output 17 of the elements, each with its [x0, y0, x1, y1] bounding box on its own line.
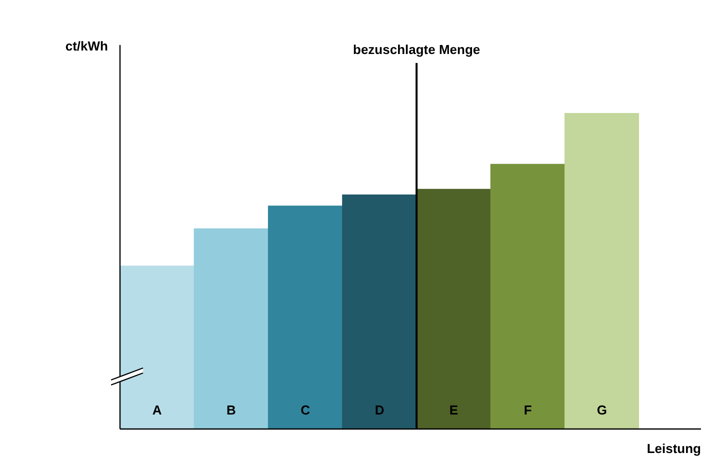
bar	[564, 113, 639, 429]
bar	[194, 228, 269, 429]
bar	[490, 164, 566, 429]
x-tick-label: F	[524, 402, 532, 418]
x-tick-label: E	[449, 402, 458, 418]
text: bezuschlagte Menge	[353, 42, 480, 58]
x-tick-label: D	[374, 402, 384, 418]
x-tick-label: B	[226, 402, 236, 418]
bar	[120, 266, 194, 429]
bar	[268, 206, 343, 429]
x-tick-label: C	[300, 402, 311, 418]
y-axis-title: ct/kWh	[65, 38, 108, 54]
x-axis-title: Leistung	[646, 441, 702, 456]
bar	[342, 194, 417, 429]
x-tick-label: G	[596, 402, 607, 418]
x-tick-label: A	[152, 402, 162, 418]
bar	[416, 188, 492, 429]
